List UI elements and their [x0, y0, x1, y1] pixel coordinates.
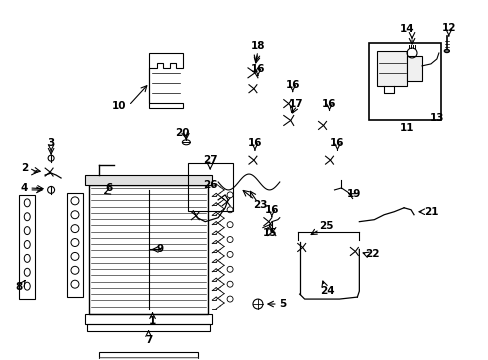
Text: 4: 4	[20, 183, 28, 193]
Text: 15: 15	[262, 228, 277, 238]
Bar	[376, 51, 406, 86]
Bar	[67, 193, 83, 297]
Bar	[188, 163, 233, 211]
Text: 24: 24	[320, 286, 334, 296]
Bar	[19, 195, 35, 299]
Text: 16: 16	[285, 80, 299, 90]
Bar	[99, 357, 198, 360]
Bar	[85, 175, 212, 185]
Text: 17: 17	[288, 99, 303, 109]
Text: 3: 3	[47, 138, 55, 148]
Text: 25: 25	[319, 221, 333, 231]
Text: 16: 16	[247, 138, 262, 148]
Text: 19: 19	[346, 189, 361, 199]
Bar	[99, 352, 198, 359]
Text: 10: 10	[111, 100, 126, 111]
Bar	[87, 324, 210, 331]
Text: 22: 22	[364, 249, 379, 260]
Text: 12: 12	[441, 23, 455, 33]
Text: 16: 16	[264, 205, 279, 215]
Text: 14: 14	[399, 24, 413, 34]
Text: 23: 23	[252, 200, 266, 210]
Text: 16: 16	[322, 99, 336, 109]
Text: 27: 27	[203, 155, 217, 165]
Ellipse shape	[444, 50, 448, 53]
Bar	[406, 56, 421, 81]
Bar	[89, 185, 208, 314]
Text: 5: 5	[279, 299, 286, 309]
Text: 1: 1	[148, 316, 156, 326]
Text: 8: 8	[16, 282, 23, 292]
Text: 21: 21	[423, 207, 437, 217]
Text: 18: 18	[250, 41, 264, 51]
Text: 26: 26	[203, 180, 217, 190]
Text: 9: 9	[157, 244, 163, 255]
Text: 13: 13	[429, 113, 443, 123]
Bar	[368, 43, 440, 121]
Text: 2: 2	[20, 163, 28, 173]
Text: 16: 16	[250, 64, 264, 74]
Text: 16: 16	[329, 138, 344, 148]
Text: 11: 11	[399, 123, 413, 134]
Text: 6: 6	[105, 183, 112, 193]
Text: 7: 7	[144, 335, 152, 345]
Text: 20: 20	[175, 129, 189, 138]
Bar	[85, 314, 212, 324]
